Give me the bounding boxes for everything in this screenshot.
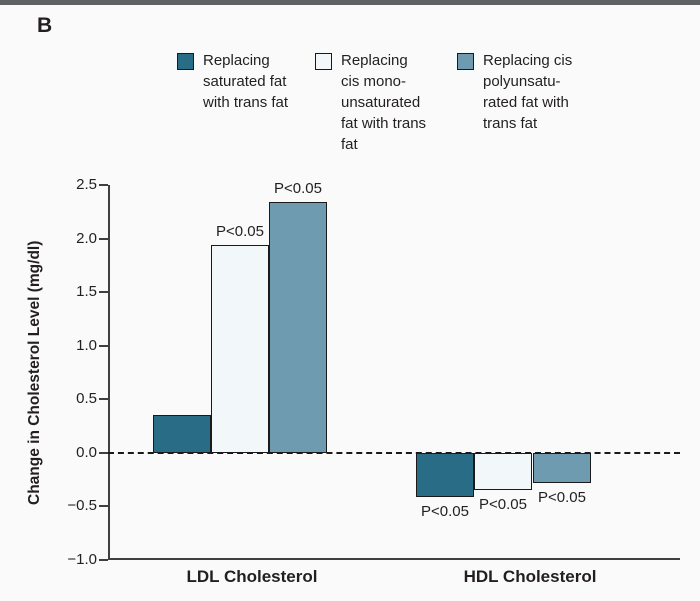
legend-item-2: Replacing cis mono- unsaturated fat with… xyxy=(315,50,426,155)
p-value-label: P<0.05 xyxy=(538,488,586,506)
p-value-label: P<0.05 xyxy=(479,496,527,514)
legend-swatch-icon xyxy=(177,53,194,70)
legend-swatch-icon xyxy=(315,53,332,70)
y-axis-tick-label: −0.5 xyxy=(67,497,97,515)
y-axis-tick xyxy=(99,291,108,294)
category-label-hdl: HDL Cholesterol xyxy=(463,567,597,586)
plot-area xyxy=(108,185,680,560)
y-axis-tick xyxy=(99,451,108,454)
bar-hdl-series3 xyxy=(533,452,591,483)
bar-ldl-series3 xyxy=(269,202,327,453)
bar-hdl-series2 xyxy=(474,452,532,491)
legend-swatch-icon xyxy=(457,53,474,70)
p-value-label: P<0.05 xyxy=(216,223,264,240)
legend-item-1: Replacing saturated fat with trans fat xyxy=(177,50,288,113)
bar-ldl-series2 xyxy=(211,245,269,453)
y-axis-tick-label: 1.0 xyxy=(76,336,97,354)
legend-item-label: Replacing saturated fat with trans fat xyxy=(203,52,289,111)
panel-label: B xyxy=(37,14,53,37)
y-axis-tick-label: 1.5 xyxy=(76,283,97,301)
top-border-rule xyxy=(0,0,700,5)
bar-ldl-series1 xyxy=(153,415,211,453)
legend-item-label: Replacing cis mono- unsaturated fat with… xyxy=(341,52,427,153)
legend-item-3: Replacing cis polyunsatu- rated fat with… xyxy=(457,50,572,134)
y-axis-tick xyxy=(99,184,108,186)
p-value-label: P<0.05 xyxy=(421,502,469,520)
category-label-ldl: LDL Cholesterol xyxy=(186,567,318,586)
bar-hdl-series1 xyxy=(416,452,474,497)
y-axis-tick xyxy=(99,237,108,240)
y-axis-title: Change in Cholesterol Level (mg/dl) xyxy=(26,240,43,505)
y-axis-tick xyxy=(99,398,108,401)
chart-legend: Replacing saturated fat with trans fat Re… xyxy=(0,0,700,160)
y-axis-tick-label: −1.0 xyxy=(67,551,97,568)
legend-item-label: Replacing cis polyunsatu- rated fat with… xyxy=(483,52,573,132)
p-value-label: P<0.05 xyxy=(274,180,322,198)
y-axis-tick-label: 2.5 xyxy=(76,176,97,193)
y-axis-tick xyxy=(99,505,108,508)
zero-baseline-dashed xyxy=(108,451,680,454)
y-axis-tick-label: 2.0 xyxy=(76,229,97,247)
y-axis-tick xyxy=(99,344,108,347)
y-axis-tick xyxy=(99,559,108,561)
y-axis-tick-label: 0.0 xyxy=(76,443,97,461)
y-axis-tick-label: 0.5 xyxy=(76,390,97,408)
